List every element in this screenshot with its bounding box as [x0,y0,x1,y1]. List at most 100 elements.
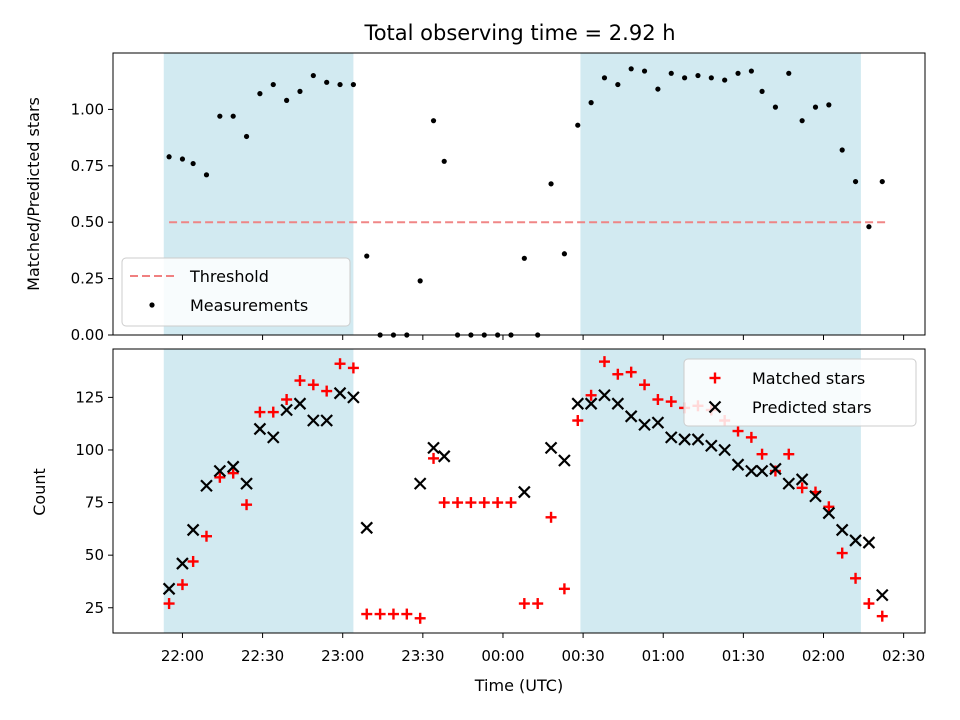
predicted-star-point [427,441,440,455]
matched-star-point [612,368,624,380]
predicted-star-point [571,397,585,410]
bottom-y-tick-label: 100 [75,441,104,459]
matched-star-point [665,396,677,408]
matched-star-point [321,385,333,397]
predicted-star-points [162,386,889,602]
matched-star-point [414,612,426,624]
matched-star-point [532,598,544,610]
top-legend: Threshold Measurements [121,257,351,327]
legend-threshold-label: Threshold [189,267,269,286]
top-y-tick-label: 1.00 [71,100,104,118]
measurement-point [481,332,487,338]
matched-star-point [572,415,584,427]
predicted-star-point [745,464,758,478]
predicted-star-point [624,410,638,423]
bottom-y-tick-label: 75 [85,494,104,512]
top-x-ticks [181,335,905,340]
predicted-star-point [611,397,625,410]
predicted-star-point [437,450,451,463]
measurement-point [748,68,754,74]
predicted-star-point [266,431,280,444]
measurement-point [561,251,568,257]
matched-star-point [558,583,570,595]
matched-star-point [836,547,848,559]
legend-matched-swatch [709,372,721,384]
shaded-span-2 [580,53,861,335]
measurement-point [628,66,634,72]
matched-star-point [334,358,346,370]
predicted-star-point [293,397,307,410]
predicted-star-point [226,460,240,474]
measurement-point [641,68,648,74]
matched-star-point [361,608,373,620]
matched-star-point [492,497,504,509]
top-shaded-spans [163,53,861,335]
predicted-star-point [347,391,360,404]
bottom-y-tick-label: 125 [75,388,104,406]
top-y-tick-label: 0.25 [71,270,104,288]
predicted-star-point [809,489,822,503]
predicted-star-point [280,403,293,417]
measurement-point [812,104,819,110]
measurement-point [284,97,290,103]
x-tick-label: 23:00 [321,647,364,665]
measurement-point [682,75,688,81]
measurement-point [735,70,741,76]
measurement-point [722,77,728,83]
measurement-point [417,278,423,284]
predicted-star-point [584,397,598,410]
x-tick-label: 01:00 [642,647,685,665]
matched-star-point [254,406,266,418]
top-y-tick-label: 0.75 [71,157,104,175]
measurement-point [601,75,608,81]
measurement-point [217,113,223,119]
measurement-point [508,332,514,338]
measurement-point [799,118,805,124]
predicted-star-point [769,462,782,476]
predicted-star-point [162,582,176,596]
measurement-point [337,81,343,88]
matched-star-point [401,608,413,620]
measurement-point [695,72,701,79]
matched-star-point [732,425,744,437]
measurement-point [655,86,661,92]
measurement-point [588,100,594,106]
top-y-axis-label: Matched/Predicted stars [24,97,43,291]
top-y-tick-label: 0.50 [71,213,104,231]
predicted-star-point [795,473,809,486]
predicted-star-point [718,443,731,457]
matched-star-point [241,499,253,511]
measurement-point [468,332,474,338]
predicted-star-point [875,588,889,602]
measurement-point [166,154,172,160]
predicted-star-point [638,418,651,432]
measurement-point [297,88,303,94]
measurement-point [668,70,674,76]
predicted-star-point [413,477,427,490]
measurement-point [257,91,263,97]
matched-star-point [438,497,450,509]
measurement-point [404,332,410,338]
measurement-point [190,160,196,167]
predicted-star-point [200,479,213,493]
x-tick-label: 22:30 [241,647,284,665]
predicted-star-point [678,433,691,446]
matched-star-point [518,598,530,610]
matched-star-point [796,482,808,494]
measurement-point [615,81,621,88]
x-tick-label: 00:30 [561,647,604,665]
matched-star-point [505,497,517,509]
measurement-point [786,70,792,76]
x-tick-label: 00:00 [481,647,524,665]
matched-star-point [307,379,319,391]
legend-predicted-swatch [708,400,722,414]
measurement-point [495,332,501,338]
predicted-star-point [849,534,862,547]
matched-star-point [281,393,293,405]
measurement-point [839,147,845,153]
predicted-star-point [307,414,320,427]
matched-star-point [187,555,199,567]
bottom-y-axis-label: Count [30,468,49,516]
measurement-point [772,104,779,110]
